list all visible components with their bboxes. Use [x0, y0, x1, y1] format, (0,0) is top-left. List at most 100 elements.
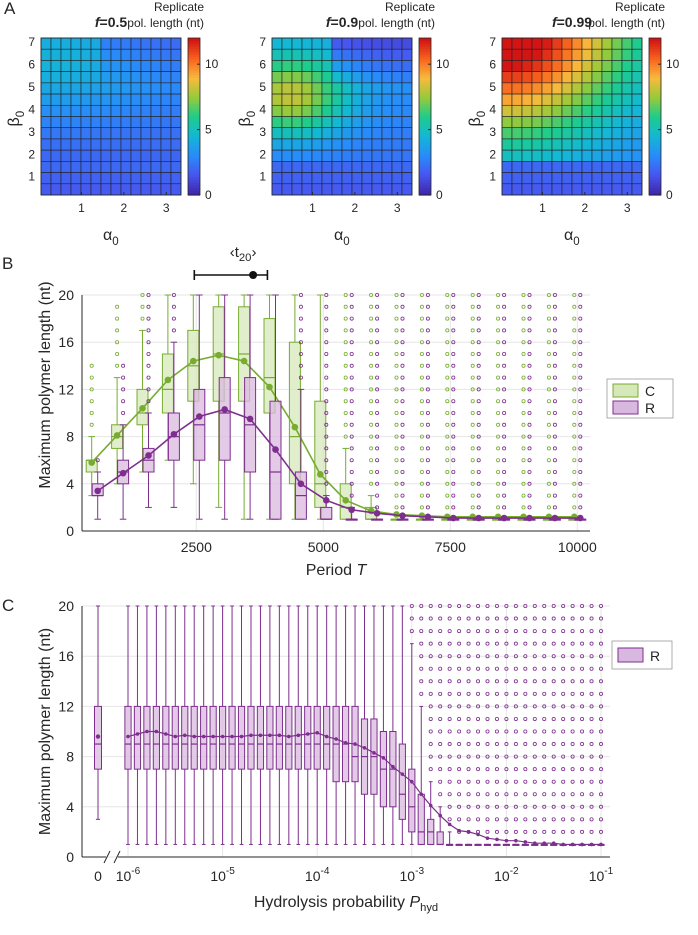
box-R-outlier: [438, 641, 443, 646]
heatmap-cell: [531, 104, 543, 117]
heatmap-cell: [281, 104, 293, 117]
heatmap-ytick-label: 5: [259, 80, 266, 94]
heatmap-cell: [281, 116, 293, 129]
box-R-outlier: [599, 829, 604, 834]
box-R-outlier: [375, 505, 380, 510]
heatmap-cell: [80, 127, 92, 140]
heatmap-ytick-label: 7: [259, 35, 266, 49]
box-C-outlier: [369, 399, 374, 404]
box-R-outlier: [570, 804, 575, 809]
box-C-outlier: [521, 481, 526, 486]
box-C-outlier: [546, 446, 551, 451]
heatmap-cell: [281, 172, 293, 185]
box-R-outlier: [457, 804, 462, 809]
mean-point-R: [348, 506, 356, 514]
heatmap-cell: [551, 138, 563, 151]
box-R-outlier: [599, 754, 604, 759]
heatmap-cell: [281, 183, 293, 196]
heatmap-cell: [160, 37, 172, 50]
colorbar-segment: [649, 53, 661, 57]
box-R-outlier: [570, 742, 575, 747]
box-C-outlier: [521, 328, 526, 333]
colorbar-segment: [188, 158, 200, 162]
box-C-outlier: [546, 458, 551, 463]
heatmap-cell: [601, 161, 613, 173]
colorbar-segment: [188, 58, 200, 63]
colorbar-segment: [419, 121, 431, 125]
box-R-outlier: [527, 316, 532, 321]
heatmap-cell: [401, 104, 413, 117]
box-C-outlier: [521, 469, 526, 474]
colorbar-segment: [649, 134, 661, 139]
box-R-outlier: [542, 704, 547, 709]
box-R-outlier: [425, 399, 430, 404]
heatmap-cell: [571, 116, 583, 129]
box-C-outlier: [496, 363, 501, 368]
box-R-outlier: [504, 754, 509, 759]
heatmap-cell: [511, 37, 523, 50]
box-R-outlier: [476, 716, 481, 721]
heatmap-cell: [611, 48, 623, 61]
heatmap-cell: [130, 183, 142, 196]
box-C-outlier: [394, 340, 399, 345]
box-R-outlier: [466, 779, 471, 784]
box-R-outlier: [599, 691, 604, 696]
heatmap-cell: [40, 149, 52, 162]
box-R-outlier: [502, 469, 507, 474]
box-C-outlier: [445, 399, 450, 404]
heatmap-cell: [611, 127, 623, 140]
heatmap-ytick-label: 1: [259, 170, 266, 184]
colorbar-tick-label: 0: [666, 188, 673, 202]
box-C-outlier: [394, 375, 399, 380]
box-R-outlier: [527, 351, 532, 356]
heatmap-cell: [401, 138, 413, 151]
box-R-box: [133, 705, 142, 770]
heatmap-cell: [611, 172, 623, 185]
box-R-box: [436, 831, 444, 845]
heatmap-cell: [130, 71, 142, 84]
heatmap-cell: [621, 149, 633, 162]
heatmap-cell: [311, 183, 323, 196]
box-C-outlier: [343, 340, 348, 345]
heatmap-cell: [321, 82, 333, 95]
box-C-outlier: [496, 387, 501, 392]
heatmap-cell: [60, 93, 72, 106]
box-R-outlier: [494, 754, 499, 759]
heatmap-cell: [130, 104, 142, 117]
box-R-outlier: [466, 792, 471, 797]
colorbar-segment: [419, 51, 431, 55]
box-C-outlier: [419, 469, 424, 474]
heatmap-cell: [170, 71, 182, 84]
heatmap-cell: [160, 138, 172, 151]
box-R-outlier: [527, 292, 532, 297]
heatmap-cell: [361, 127, 373, 140]
heatmap-cell: [631, 60, 643, 72]
box-R-outlier: [476, 641, 481, 646]
box-R-box: [218, 377, 231, 461]
box-R-outlier: [552, 410, 557, 415]
heatmap-cell: [591, 127, 603, 140]
colorbar-segment: [188, 87, 200, 91]
heatmap-cell: [110, 48, 122, 61]
colorbar-segment: [419, 179, 431, 183]
heatmap-cell: [371, 183, 383, 196]
heatmap-cell: [531, 37, 543, 50]
box-R-outlier: [324, 351, 329, 356]
box-C-outlier: [419, 481, 424, 486]
box-R-outlier: [570, 817, 575, 822]
colorbar-segment: [188, 181, 200, 186]
box-R-outlier: [552, 399, 557, 404]
colorbar-segment: [649, 111, 661, 115]
heatmap-ytick-label: 3: [28, 125, 35, 139]
heatmap-cell: [531, 183, 543, 196]
heatmap-cell: [70, 183, 82, 196]
mean-point-R: [145, 729, 149, 734]
heatmap-cell: [391, 127, 403, 140]
heatmap-cell: [70, 48, 82, 61]
box-C-outlier: [369, 375, 374, 380]
heatmap-cell: [511, 48, 523, 61]
box-R-outlier: [349, 375, 354, 380]
box-R-outlier: [485, 616, 490, 621]
mean-point-R: [287, 734, 291, 739]
colorbar-segment: [649, 38, 661, 42]
